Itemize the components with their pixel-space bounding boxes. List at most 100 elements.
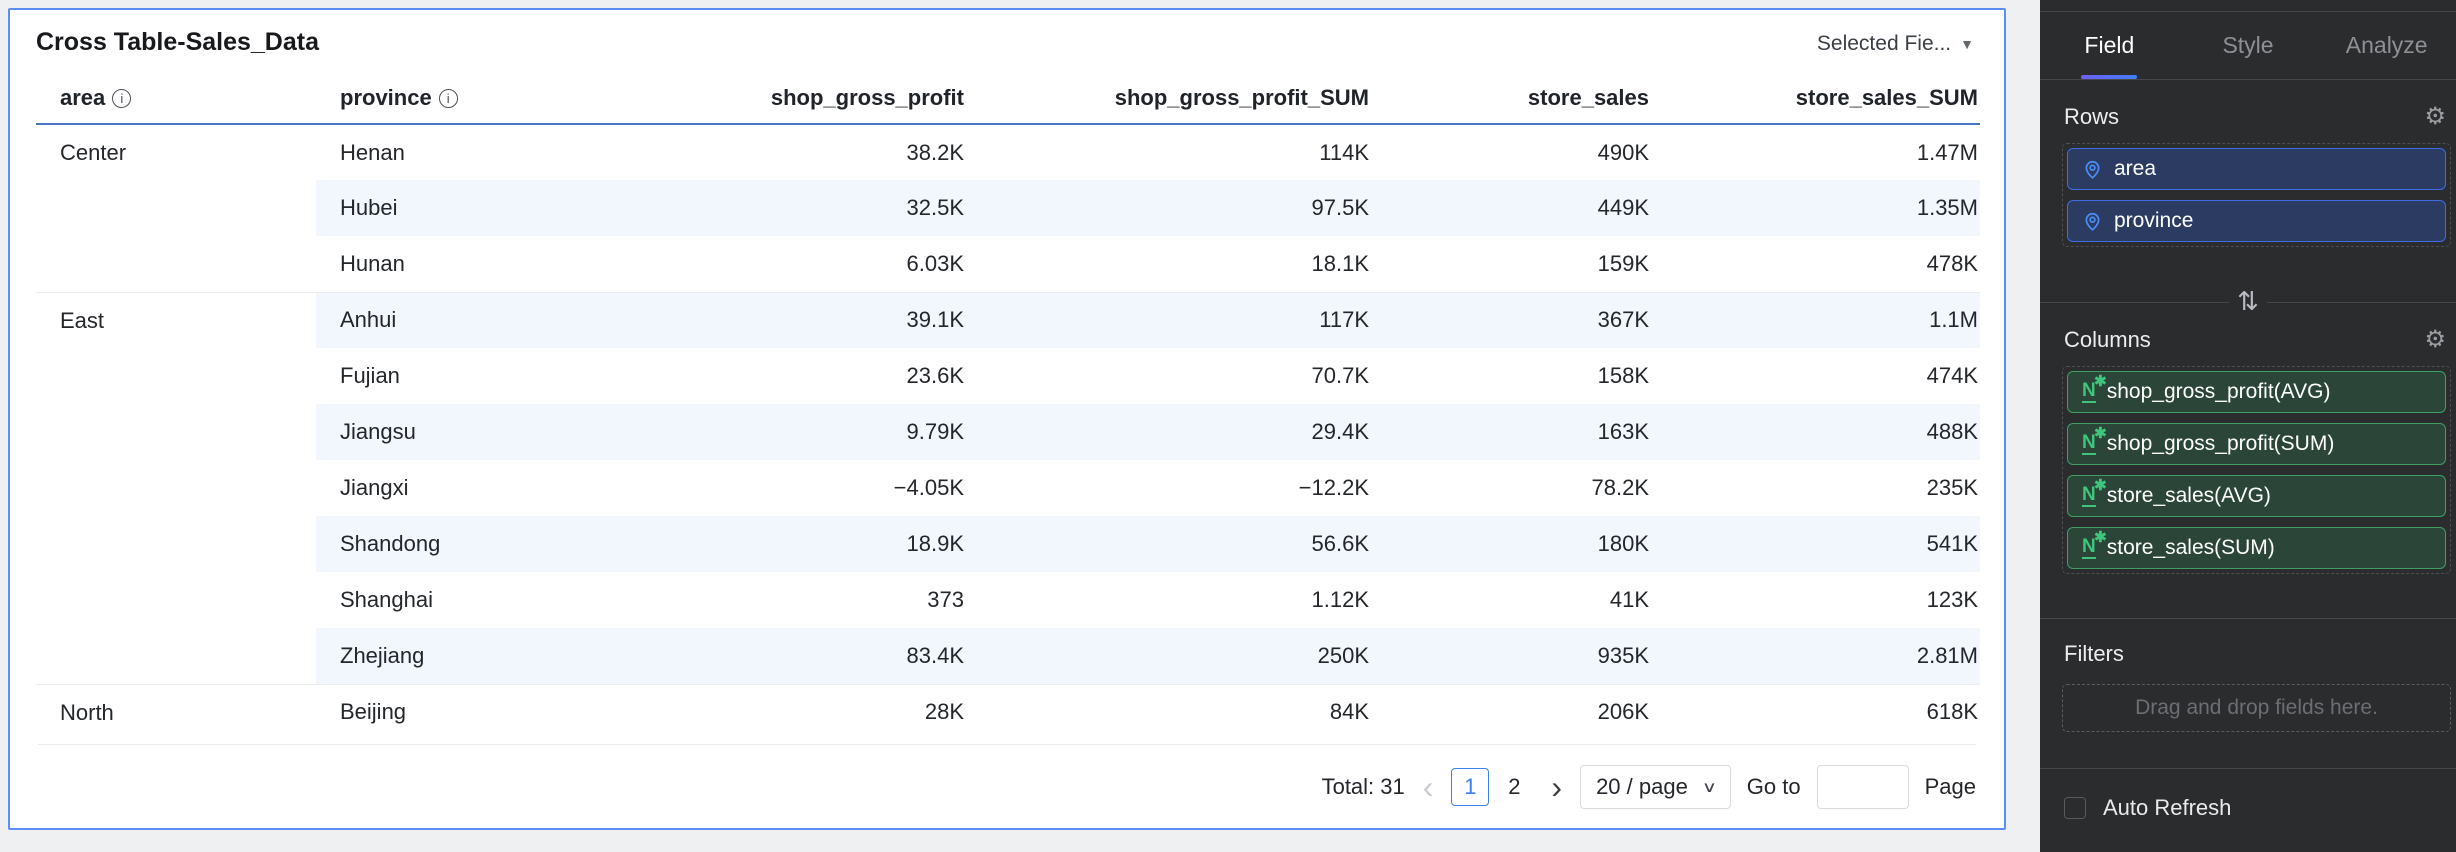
- value-cell: 28K: [641, 683, 966, 740]
- value-cell: 250K: [966, 628, 1371, 684]
- value-cell: 70.7K: [1311, 363, 1370, 388]
- value-cell: 23.6K: [906, 363, 965, 388]
- table-row: Jiangsu 9.79K 29.4K 163K 488K: [36, 404, 1980, 460]
- value-cell: 206K: [1371, 683, 1651, 740]
- widget-title-bar: Cross Table-Sales_Data Selected Fie... ▼: [36, 10, 1976, 72]
- value-cell: 32.5K: [641, 180, 966, 236]
- value-cell: 41K: [1609, 587, 1649, 612]
- gear-icon[interactable]: ⚙: [2424, 326, 2446, 353]
- table-header-row: area i province i shop_gross_profit shop_gros…: [36, 72, 1980, 125]
- field-pill-province[interactable]: province: [2067, 200, 2446, 242]
- province-cell: Fujian: [340, 363, 400, 388]
- table-row: East Anhui 39.1K 117K 367K 1.1M: [36, 291, 1980, 684]
- column-header-shop_gross_profit_SUM: shop_gross_profit_SUM: [966, 72, 1371, 125]
- value-cell: 2.81M: [1651, 628, 1980, 684]
- field-pill-label: province: [2114, 209, 2194, 232]
- measure-star: ✱: [2094, 425, 2107, 443]
- gear-icon[interactable]: ⚙: [2424, 103, 2446, 130]
- auto-refresh-checkbox[interactable]: [2064, 797, 2086, 819]
- value-cell: 490K: [1597, 139, 1649, 165]
- value-cell: 367K: [1371, 291, 1651, 348]
- column-header-label: store_sales: [1527, 84, 1649, 110]
- province-cell: Beijing: [316, 683, 641, 740]
- swap-rows-columns-icon[interactable]: ⇅: [2229, 286, 2267, 317]
- table-row: Shanghai 373 1.12K 41K 123K: [36, 572, 1980, 628]
- value-cell: 478K: [1926, 250, 1978, 276]
- page-button-1[interactable]: 1: [1451, 767, 1490, 806]
- value-cell: 6.03K: [906, 250, 965, 276]
- column-header-shop_gross_profit: shop_gross_profit: [641, 72, 966, 125]
- info-icon[interactable]: i: [438, 88, 458, 108]
- value-cell: 84K: [966, 683, 1371, 740]
- location-pin-icon: [2082, 211, 2103, 232]
- value-cell: 474K: [1926, 363, 1978, 388]
- field-pill-label: store_sales(AVG): [2106, 484, 2271, 507]
- area-cell: East: [36, 291, 316, 684]
- field-pill-store_sales-AVG-[interactable]: N ✱ store_sales(AVG): [2067, 475, 2446, 517]
- column-header-label: store_sales_SUM: [1795, 84, 1978, 110]
- column-header-label: province: [340, 84, 432, 110]
- columns-drop-zone[interactable]: N ✱ shop_gross_profit(AVG) N ✱ shop_gross_pro…: [2062, 366, 2451, 574]
- total-count: Total: 31: [1321, 773, 1405, 799]
- value-cell: −12.2K: [1298, 475, 1369, 500]
- value-cell: 97.5K: [966, 180, 1371, 236]
- goto-page-input[interactable]: [1816, 764, 1909, 809]
- selected-fields-dropdown[interactable]: Selected Fie... ▼: [1817, 32, 1974, 56]
- field-pill-shop_gross_profit-SUM-[interactable]: N ✱ shop_gross_profit(SUM): [2067, 423, 2446, 465]
- province-cell: Hubei: [316, 180, 641, 236]
- cross-table-widget[interactable]: Cross Table-Sales_Data Selected Fie... ▼…: [8, 8, 2006, 830]
- active-tab-underline: [2081, 75, 2138, 79]
- field-pill-label: shop_gross_profit(SUM): [2106, 432, 2335, 455]
- value-cell: 117K: [966, 291, 1371, 348]
- rows-section-title: Rows: [2064, 104, 2120, 129]
- value-cell: 1.12K: [1311, 587, 1370, 612]
- field-pill-shop_gross_profit-AVG-[interactable]: N ✱ shop_gross_profit(AVG): [2067, 371, 2446, 413]
- page-button-2[interactable]: 2: [1508, 773, 1521, 799]
- rows-drop-zone[interactable]: area province: [2062, 143, 2451, 247]
- value-cell: 18.9K: [641, 516, 966, 572]
- table-body: Center Henan 38.2K 114K 490K 1.47M Hubei 32.5K 9…: [36, 124, 1980, 740]
- chevron-down-icon: ∨: [1701, 778, 1717, 796]
- page-label: Page: [1924, 773, 1976, 799]
- tab-label: Field: [2084, 32, 2135, 58]
- chevron-down-icon: ▼: [1960, 36, 1974, 52]
- field-config-panel: Field Style Analyze Rows ⚙ area province ⇅ …: [2040, 0, 2456, 852]
- value-cell: 38.2K: [906, 139, 965, 165]
- tab-field[interactable]: Field: [2040, 12, 2179, 79]
- location-pin-icon: [2082, 159, 2103, 180]
- next-page-icon[interactable]: ›: [1551, 768, 1563, 805]
- filters-section-title: Filters: [2064, 641, 2124, 666]
- info-icon[interactable]: i: [112, 88, 132, 108]
- selected-fields-label: Selected Fie...: [1816, 32, 1952, 55]
- value-cell: 1.35M: [1651, 180, 1980, 236]
- page-size-select[interactable]: 20 / page ∨: [1580, 764, 1731, 809]
- numeric-measure-icon: N ✱: [2082, 373, 2107, 403]
- province-cell: Shandong: [316, 516, 641, 572]
- columns-section-title: Columns: [2064, 327, 2151, 352]
- tab-analyze[interactable]: Analyze: [2317, 12, 2456, 79]
- value-cell: 1.1M: [1651, 291, 1980, 348]
- rows-section-header: Rows ⚙: [2040, 104, 2456, 130]
- filters-drop-zone[interactable]: Drag and drop fields here.: [2062, 684, 2451, 732]
- value-cell: 29.4K: [966, 404, 1371, 460]
- column-header-area: area i: [36, 72, 316, 125]
- province-cell: Henan: [340, 139, 405, 165]
- rows-columns-divider: ⇅: [2040, 286, 2456, 317]
- tab-style[interactable]: Style: [2179, 12, 2318, 79]
- column-header-store_sales: store_sales: [1371, 72, 1651, 125]
- prev-page-icon[interactable]: ‹: [1422, 768, 1434, 805]
- panel-top-strip: [2040, 0, 2456, 12]
- value-cell: 618K: [1651, 683, 1980, 740]
- measure-star: ✱: [2094, 477, 2107, 495]
- province-cell: Jiangsu: [316, 404, 641, 460]
- column-header-label: area: [60, 84, 106, 110]
- tab-label: Style: [2222, 32, 2274, 58]
- field-pill-store_sales-SUM-[interactable]: N ✱ store_sales(SUM): [2067, 527, 2446, 569]
- numeric-measure-icon: N ✱: [2082, 477, 2107, 507]
- field-pill-area[interactable]: area: [2067, 148, 2446, 190]
- table-row: Hubei 32.5K 97.5K 449K 1.35M: [36, 180, 1980, 236]
- province-cell: Shanghai: [340, 587, 433, 612]
- divider: [2040, 618, 2456, 619]
